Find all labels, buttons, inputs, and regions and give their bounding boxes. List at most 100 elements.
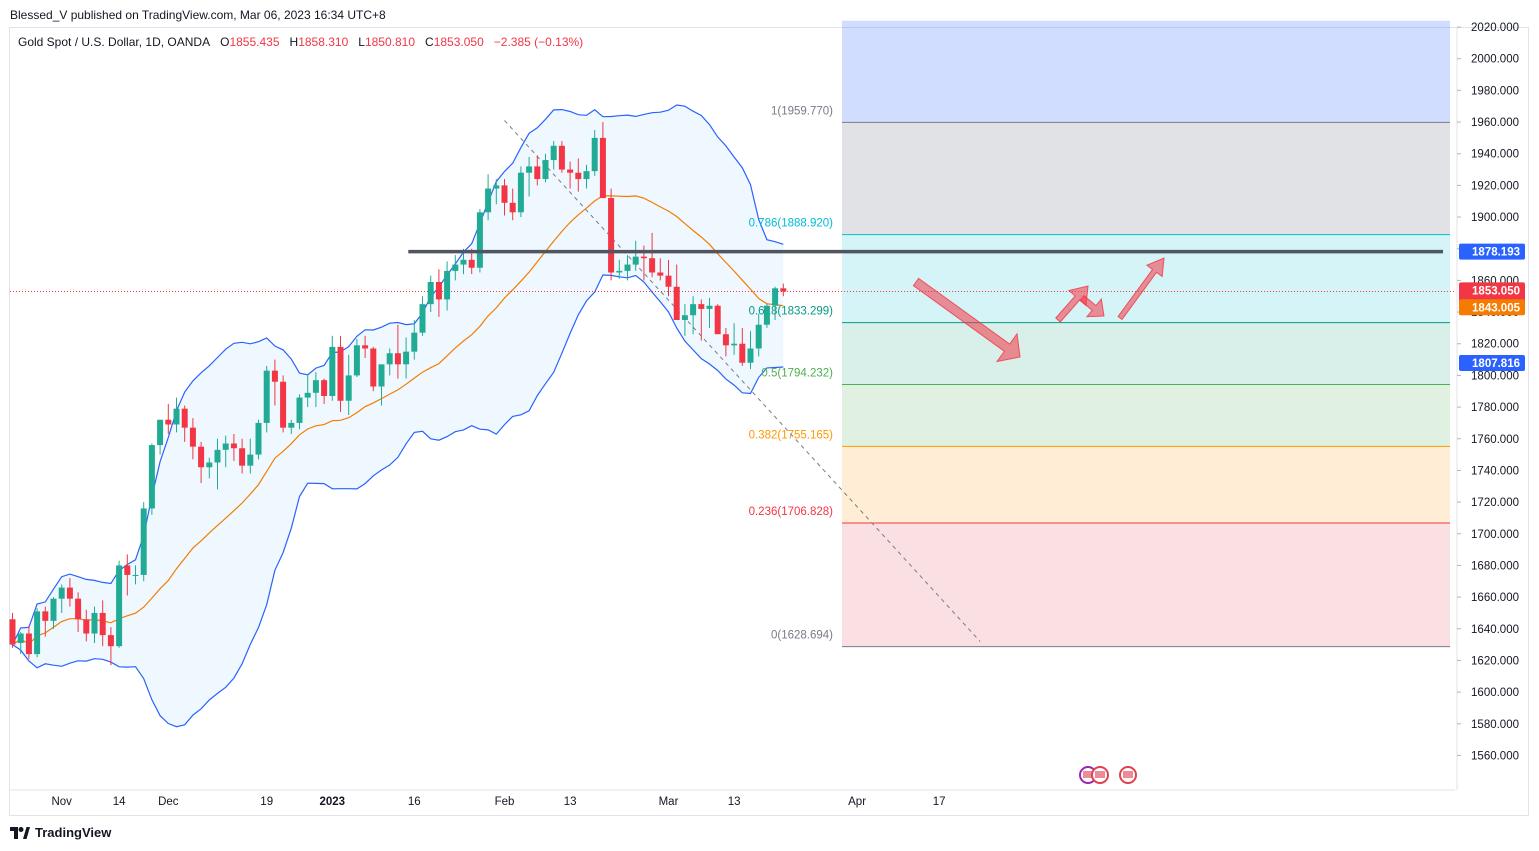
event-flag-icon-fill — [1095, 771, 1105, 778]
candle-body — [66, 587, 73, 599]
price-axis-label: 1920.000 — [1471, 180, 1519, 192]
legend-high-label: H — [289, 35, 299, 49]
projection-arrow-up-1 — [1055, 285, 1089, 323]
candle-body — [157, 419, 164, 446]
candle-body — [706, 305, 713, 309]
candle-body — [534, 166, 541, 180]
candle-body — [460, 259, 467, 265]
legend-close-label: C — [425, 35, 434, 49]
fib-zone-0_382 — [842, 446, 1450, 523]
fib-label-0_382: 0.382(1755.165) — [749, 429, 834, 441]
candle-body — [198, 446, 205, 468]
price-axis-label: 1820.000 — [1471, 339, 1519, 351]
candle-body — [75, 598, 82, 620]
time-axis-label: Feb — [495, 796, 515, 808]
fib-zone-0_5 — [842, 384, 1450, 447]
legend-high: 1858.310 — [298, 35, 349, 49]
price-axis-label: 2020.000 — [1471, 22, 1519, 34]
candle-body — [304, 392, 311, 398]
candle-body — [558, 145, 565, 170]
candle-body — [698, 304, 705, 309]
candle-body — [616, 270, 623, 273]
candle-body — [567, 169, 574, 173]
candle-body — [608, 198, 615, 273]
candle-body — [91, 612, 98, 634]
event-flag-icon-fill — [1083, 771, 1093, 778]
candle-body — [681, 315, 688, 320]
fib-zone-0_618 — [842, 322, 1450, 385]
candle-body — [116, 565, 123, 647]
fib-label-0_786: 0.786(1888.920) — [749, 218, 834, 230]
candle-body — [58, 587, 65, 599]
candle-body — [271, 370, 278, 382]
candle-body — [599, 137, 606, 199]
tradingview-logo-icon — [10, 826, 30, 839]
legend-symbol: Gold Spot / U.S. Dollar, 1D, OANDA — [18, 35, 211, 49]
fib-label-0_5: 0.5(1794.232) — [761, 368, 833, 380]
price-axis-label: 1600.000 — [1471, 687, 1519, 699]
price-axis-label: 1960.000 — [1471, 117, 1519, 129]
fib-zone-0_236 — [842, 522, 1450, 647]
price-tag-1807_816 — [1459, 355, 1525, 372]
fib-zone-1 — [842, 122, 1450, 235]
candle-body — [280, 381, 287, 428]
price-axis-label: 1780.000 — [1471, 402, 1519, 414]
legend-open-label: O — [220, 35, 230, 49]
candle-body — [329, 346, 336, 396]
candle-body — [386, 353, 393, 365]
footer-brand[interactable]: TradingView — [10, 825, 111, 840]
fib-label-0_236: 0.236(1706.828) — [749, 506, 834, 518]
candle-body — [419, 304, 426, 333]
candle-body — [362, 345, 369, 349]
price-tag-text: 1843.005 — [1472, 302, 1521, 314]
bollinger-basis-line — [12, 195, 784, 646]
price-tag-1843_005 — [1459, 299, 1525, 316]
candle-body — [501, 185, 508, 203]
bollinger-band-fill — [12, 105, 784, 727]
candle-body — [640, 256, 647, 259]
candle-body — [755, 324, 762, 349]
price-axis-label: 1680.000 — [1471, 560, 1519, 572]
price-axis-label: 1720.000 — [1471, 497, 1519, 509]
candle-body — [403, 351, 410, 365]
candle-body — [99, 612, 106, 636]
price-axis-label: 1760.000 — [1471, 434, 1519, 446]
price-axis-label: 1580.000 — [1471, 719, 1519, 731]
legend-close: 1853.050 — [433, 35, 484, 49]
candle-body — [132, 574, 139, 576]
time-axis-label: 13 — [564, 796, 577, 808]
trend-line — [504, 120, 981, 642]
candle-body — [509, 202, 516, 213]
candle-body — [657, 272, 664, 276]
candle-body — [9, 619, 16, 645]
candle-body — [452, 264, 459, 271]
candle-body — [173, 408, 180, 425]
time-axis-label: Dec — [158, 796, 179, 808]
footer-brand-text: TradingView — [35, 825, 112, 840]
candle-body — [107, 635, 114, 647]
fib-zone-top — [842, 20, 1450, 123]
candle-body — [140, 508, 147, 575]
candle-body — [42, 611, 49, 621]
candle-body — [50, 598, 57, 621]
candle-body — [575, 172, 582, 180]
price-axis-label: 1560.000 — [1471, 750, 1519, 762]
time-axis-label: 13 — [728, 796, 741, 808]
legend-change: −2.385 (−0.13%) — [493, 35, 584, 49]
candle-body — [780, 288, 787, 292]
candle-body — [345, 375, 352, 401]
candle-body — [649, 258, 656, 273]
candle-body — [583, 171, 590, 180]
price-axis-label: 1740.000 — [1471, 465, 1519, 477]
candle-body — [370, 348, 377, 387]
candle-body — [550, 145, 557, 161]
candle-body — [690, 304, 697, 316]
candle-body — [427, 281, 434, 305]
candle-body — [214, 449, 221, 463]
price-axis-label: 1640.000 — [1471, 624, 1519, 636]
candle-body — [763, 305, 770, 325]
candle-body — [665, 275, 672, 287]
fib-label-1: 1(1959.770) — [771, 105, 833, 117]
candle-body — [124, 565, 131, 575]
